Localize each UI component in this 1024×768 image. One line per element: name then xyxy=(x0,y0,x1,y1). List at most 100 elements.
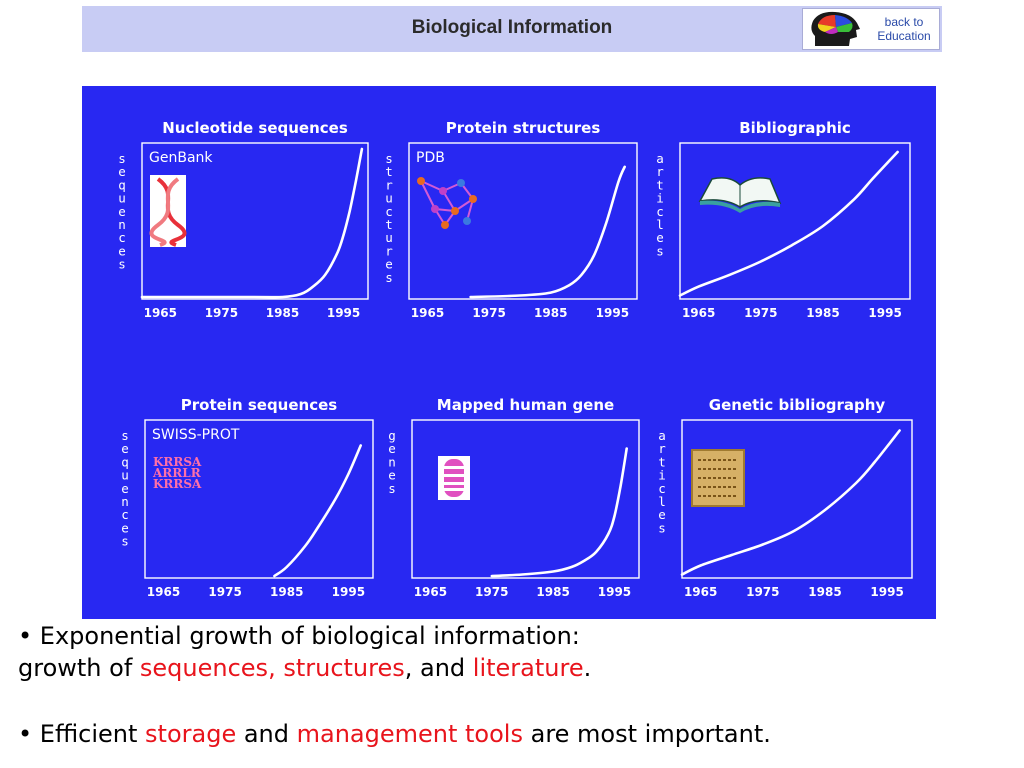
y-label-letter: g xyxy=(388,428,396,443)
inset-label: GenBank xyxy=(149,150,213,166)
charts-canvas: Nucleotide sequencesGenBanksequences1965… xyxy=(118,119,913,599)
x-tick-label: 1965 xyxy=(144,306,177,320)
x-tick-label: 1995 xyxy=(870,585,903,599)
chart-4: Protein sequences SWISS-PROT KRRSAARRLRKRR… xyxy=(121,396,374,599)
plot-frame xyxy=(681,419,913,579)
inset-label: SWISS-PROT xyxy=(152,427,240,443)
series-line xyxy=(680,429,901,576)
plot-frame xyxy=(141,142,369,300)
y-label-letter: l xyxy=(658,494,666,509)
inset-label: PDB xyxy=(416,150,445,166)
sequence-row-1: KRRSA xyxy=(153,455,202,469)
y-label-letter: n xyxy=(121,494,129,509)
y-label-letter: s xyxy=(385,151,393,166)
y-label-letter: e xyxy=(388,468,396,483)
x-tick-label: 1965 xyxy=(684,585,717,599)
bullet-list: • Exponential growth of biological infor… xyxy=(18,620,1018,750)
y-label-letter: n xyxy=(118,217,126,232)
chart-title: Bibliographic xyxy=(739,119,851,137)
x-tick-label: 1975 xyxy=(746,585,779,599)
sequence-row-2: ARRLR xyxy=(152,466,202,480)
brain-head-icon xyxy=(811,11,860,46)
x-tick-label: 1995 xyxy=(332,585,365,599)
y-label-letter: e xyxy=(656,230,664,245)
y-label-letter: r xyxy=(658,441,666,456)
y-label-letter: t xyxy=(656,177,664,192)
y-label-letter: c xyxy=(118,230,126,245)
bullet-1-line-1: • Exponential growth of biological infor… xyxy=(18,620,1018,652)
x-tick-label: 1985 xyxy=(808,585,841,599)
y-label-letter: e xyxy=(118,204,126,219)
bullet-1-and: , and xyxy=(404,654,473,682)
x-tick-label: 1975 xyxy=(744,306,777,320)
x-tick-label: 1965 xyxy=(411,306,444,320)
x-tick-label: 1975 xyxy=(205,306,238,320)
chart-1: Nucleotide sequencesGenBanksequences1965… xyxy=(118,119,369,320)
x-tick-label: 1975 xyxy=(208,585,241,599)
highlight-literature: literature xyxy=(472,654,584,682)
y-label-letter: t xyxy=(385,164,393,179)
bullet-1-period: . xyxy=(583,654,592,682)
plot-frame xyxy=(411,419,640,579)
y-label-letter: t xyxy=(658,454,666,469)
x-tick-label: 1995 xyxy=(598,585,631,599)
y-label-letter: c xyxy=(658,481,666,496)
x-tick-label: 1965 xyxy=(414,585,447,599)
header-bar: Biological Information back to Education xyxy=(82,6,942,52)
y-label-letter: u xyxy=(385,230,393,245)
chart-title: Protein sequences xyxy=(181,396,338,414)
y-label-letter: u xyxy=(121,468,129,483)
x-tick-label: 1965 xyxy=(147,585,180,599)
plot-frame xyxy=(679,142,911,300)
y-axis-label: structures xyxy=(385,151,393,285)
plot-frame xyxy=(408,142,638,300)
y-label-letter: e xyxy=(121,520,129,535)
y-label-letter: s xyxy=(388,481,396,496)
back-to-education-link[interactable]: back to Education xyxy=(802,8,940,50)
bullet-2: • Efficient storage and management tools… xyxy=(18,718,1018,750)
y-label-letter: c xyxy=(385,204,393,219)
x-tick-label: 1965 xyxy=(682,306,715,320)
series-line xyxy=(678,150,899,297)
dna-helix-icon xyxy=(149,175,187,247)
series-line xyxy=(469,165,626,299)
highlight-sequences-structures: sequences, structures xyxy=(139,654,405,682)
chart-title: Protein structures xyxy=(446,119,601,137)
chart-title: Mapped human gene xyxy=(437,396,614,414)
chart-title: Nucleotide sequences xyxy=(162,119,348,137)
bullet-2-efficient: • Efficient xyxy=(18,720,146,748)
y-label-letter: n xyxy=(388,454,396,469)
y-label-letter: r xyxy=(385,243,393,258)
back-link-line1: back to xyxy=(884,15,924,29)
y-label-letter: r xyxy=(656,164,664,179)
highlight-management-tools: management tools xyxy=(296,720,523,748)
y-label-letter: e xyxy=(121,441,129,456)
y-label-letter: s xyxy=(121,428,129,443)
open-book-icon xyxy=(698,177,782,213)
y-label-letter: e xyxy=(118,243,126,258)
x-tick-label: 1985 xyxy=(266,306,299,320)
y-label-letter: u xyxy=(118,191,126,206)
y-label-letter: i xyxy=(658,468,666,483)
molecule-structure-icon xyxy=(417,177,477,229)
y-label-letter: a xyxy=(656,151,664,166)
series-line xyxy=(490,447,628,578)
x-tick-label: 1995 xyxy=(327,306,360,320)
bullet-2-rest: are most important. xyxy=(522,720,771,748)
y-label-letter: e xyxy=(658,507,666,522)
back-link-text: back to Education xyxy=(869,15,939,43)
y-label-letter: s xyxy=(118,257,126,272)
y-label-letter: l xyxy=(656,217,664,232)
y-label-letter: c xyxy=(121,507,129,522)
series-line xyxy=(140,147,364,299)
chromosome-icon xyxy=(438,456,470,500)
y-label-letter: r xyxy=(385,177,393,192)
y-label-letter: q xyxy=(118,177,126,192)
plot-frame xyxy=(144,419,374,579)
